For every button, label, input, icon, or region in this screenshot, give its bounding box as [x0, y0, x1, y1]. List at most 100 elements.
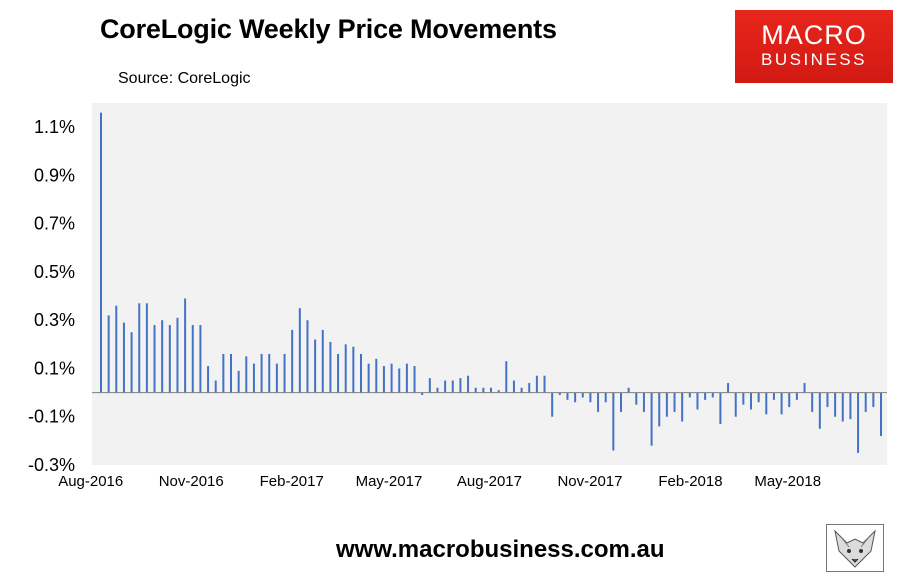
bar: [826, 392, 829, 408]
bar: [642, 392, 645, 412]
bar: [298, 308, 301, 393]
logo-line-2: BUSINESS: [761, 50, 867, 69]
bar: [880, 392, 882, 437]
bar: [597, 392, 600, 412]
bar: [199, 325, 202, 393]
bar: [344, 344, 347, 393]
x-tick-label: Feb-2017: [260, 473, 324, 490]
bar: [612, 392, 615, 451]
bar-series: [100, 112, 882, 453]
bar: [237, 370, 240, 393]
bar: [811, 392, 814, 412]
bar: [314, 339, 317, 393]
bar: [191, 325, 194, 393]
bar: [382, 366, 385, 393]
y-tick-label: 0.1%: [34, 358, 75, 378]
bar: [107, 315, 110, 393]
bar: [184, 298, 187, 393]
x-tick-label: May-2018: [754, 473, 821, 490]
bar: [291, 329, 294, 393]
bar-chart: 1.1% 0.9% 0.7% 0.5% 0.3% 0.1% -0.1% -0.3% Aug-2…: [28, 103, 887, 490]
bar: [130, 332, 133, 393]
bar: [535, 375, 538, 393]
bar: [872, 392, 875, 408]
bar: [834, 392, 837, 417]
bar: [115, 305, 118, 393]
bar: [719, 392, 722, 424]
y-tick-label: 0.7%: [34, 214, 75, 234]
bar: [780, 392, 783, 415]
bar: [352, 346, 355, 393]
bar: [122, 322, 125, 393]
bar: [329, 341, 332, 393]
bar: [803, 382, 806, 393]
x-tick-label: Aug-2017: [457, 473, 522, 490]
bar: [673, 392, 676, 412]
bar: [360, 353, 362, 393]
bar: [214, 380, 217, 393]
bar: [145, 303, 148, 393]
bar: [520, 387, 523, 393]
bar: [711, 392, 714, 398]
bar: [245, 356, 248, 393]
bar: [734, 392, 737, 417]
bar: [451, 380, 454, 393]
bar: [474, 387, 477, 393]
bar: [765, 392, 768, 415]
bar: [650, 392, 653, 446]
y-tick-label: -0.1%: [28, 407, 75, 427]
bar: [665, 392, 668, 417]
x-tick-label: Nov-2016: [159, 473, 224, 490]
bar: [413, 366, 416, 393]
y-tick-label: -0.3%: [28, 455, 75, 475]
bar: [620, 392, 622, 412]
bar: [436, 387, 439, 393]
bar: [268, 353, 271, 393]
x-tick-label: Nov-2017: [557, 473, 622, 490]
bar: [543, 375, 546, 393]
bar: [482, 387, 485, 393]
bar: [635, 392, 638, 405]
y-tick-label: 0.3%: [34, 310, 75, 330]
bar: [306, 320, 309, 393]
bar: [727, 382, 730, 393]
bar: [275, 363, 278, 393]
bar: [398, 368, 401, 393]
bar: [704, 392, 707, 400]
x-tick-label: Aug-2016: [58, 473, 123, 490]
bar: [772, 392, 775, 400]
y-tick-label: 0.9%: [34, 165, 75, 185]
macrobusiness-logo: MACRO BUSINESS: [735, 10, 893, 83]
bar: [696, 392, 699, 410]
bar: [581, 392, 584, 398]
y-axis-ticks: 1.1% 0.9% 0.7% 0.5% 0.3% 0.1% -0.1% -0.3%: [28, 117, 75, 475]
bar: [558, 392, 561, 396]
bar: [604, 392, 607, 403]
x-axis-ticks: Aug-2016 Nov-2016 Feb-2017 May-2017 Aug-2017…: [58, 473, 821, 490]
bar: [176, 317, 179, 393]
bar: [864, 392, 867, 412]
bar: [818, 392, 821, 429]
plot-area: [92, 103, 887, 465]
bar: [459, 378, 462, 393]
bar: [841, 392, 844, 422]
bar: [100, 112, 102, 393]
bar: [658, 392, 661, 427]
bar: [283, 353, 286, 393]
bar: [230, 353, 232, 393]
bar: [849, 392, 852, 420]
bar: [795, 392, 798, 400]
bar: [428, 378, 431, 393]
bar: [742, 392, 745, 405]
bar: [467, 375, 470, 393]
bar: [405, 363, 408, 393]
logo-line-1: MACRO: [761, 20, 867, 50]
bar: [153, 325, 156, 393]
bar: [367, 363, 370, 393]
bar: [490, 387, 492, 393]
bar: [757, 392, 760, 403]
bar: [444, 380, 447, 393]
fox-icon: [826, 524, 884, 572]
bar: [252, 363, 255, 393]
bar: [566, 392, 569, 400]
